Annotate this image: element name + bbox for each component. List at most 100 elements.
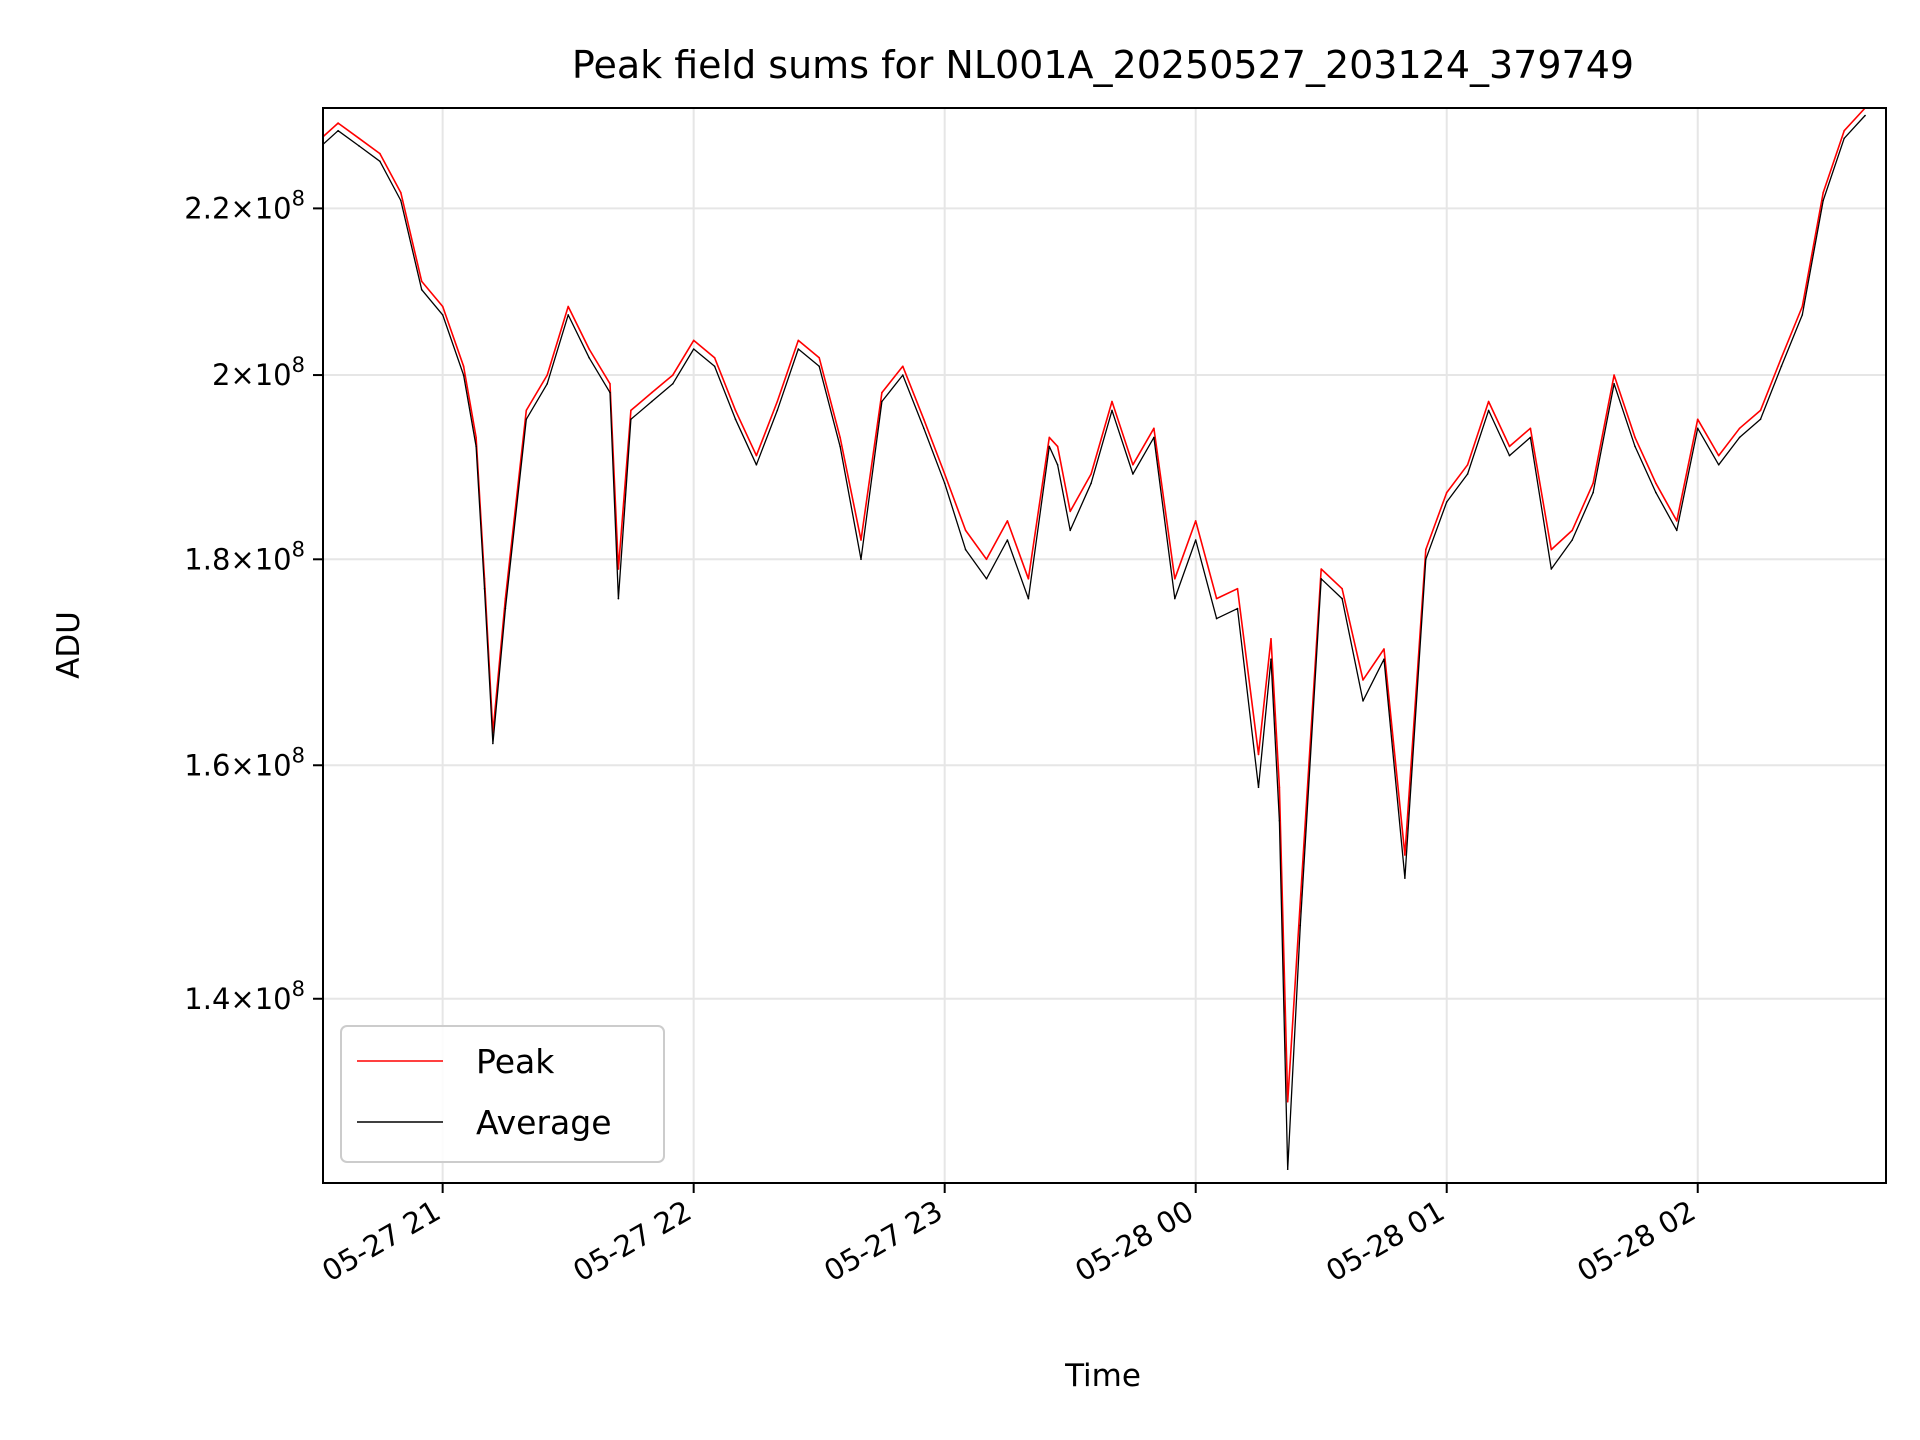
data-point-peak <box>651 391 653 394</box>
data-point-average <box>943 482 946 485</box>
data-point-peak <box>1341 587 1343 590</box>
data-point-peak <box>923 418 925 421</box>
data-point-average <box>475 445 477 448</box>
x-axis-title: Time <box>1064 1358 1141 1394</box>
data-point-peak <box>839 436 841 439</box>
data-point-peak <box>734 409 737 412</box>
data-point-average <box>1676 529 1678 532</box>
data-point-peak <box>617 568 620 570</box>
data-point-peak <box>1299 900 1302 903</box>
data-point-peak <box>400 191 402 194</box>
data-point-average <box>1006 539 1009 541</box>
data-point-average <box>420 288 423 291</box>
data-point-peak <box>630 409 632 412</box>
data-point-average <box>797 348 800 350</box>
data-point-average <box>1362 700 1364 702</box>
data-point-average <box>881 400 883 403</box>
data-point-average <box>713 365 716 368</box>
data-point-average <box>483 587 486 590</box>
data-point-average <box>1738 436 1741 439</box>
data-point-peak <box>692 339 695 342</box>
data-point-average <box>609 391 611 394</box>
data-point-average <box>462 374 465 376</box>
data-point-peak <box>985 558 988 561</box>
data-point-average <box>1048 445 1051 448</box>
data-point-peak <box>1487 400 1490 403</box>
data-point-peak <box>1425 548 1427 551</box>
data-point-average <box>1425 558 1427 561</box>
y-tick-label: 1.8×108 <box>184 537 305 576</box>
data-point-peak <box>525 409 528 412</box>
plot-frame <box>322 107 1887 1184</box>
data-point-average <box>1780 365 1783 368</box>
data-point-peak <box>860 539 862 541</box>
data-point-peak <box>1006 520 1009 522</box>
data-point-peak <box>1529 427 1532 430</box>
data-point-peak <box>1362 679 1364 681</box>
data-point-average <box>1508 454 1511 457</box>
data-point-average <box>1278 820 1281 822</box>
data-point-peak <box>546 374 548 376</box>
data-point-peak <box>1132 464 1134 466</box>
data-point-peak <box>1843 129 1845 132</box>
data-point-average <box>525 418 528 421</box>
data-point-peak <box>776 400 779 403</box>
data-point-average <box>441 314 444 316</box>
data-point-peak <box>504 597 507 600</box>
data-point-peak <box>1634 436 1636 439</box>
data-point-peak <box>1257 753 1260 756</box>
data-point-average <box>1717 464 1720 466</box>
data-point-peak <box>1320 568 1322 570</box>
data-point-average <box>651 400 653 403</box>
data-point-peak <box>1048 436 1051 439</box>
legend: Peak Average <box>340 1025 665 1163</box>
data-point-average <box>1864 114 1866 117</box>
y-axis-title: ADU <box>51 611 87 679</box>
data-point-peak <box>567 305 569 308</box>
data-point-peak <box>1027 578 1030 580</box>
data-point-average <box>1069 529 1071 532</box>
data-point-average <box>1194 539 1197 541</box>
data-point-average <box>1822 199 1824 202</box>
data-point-peak <box>1759 409 1762 412</box>
data-point-peak <box>462 365 465 368</box>
data-point-average <box>504 607 507 610</box>
data-point-average <box>964 548 967 551</box>
data-point-peak <box>1278 786 1281 789</box>
data-point-peak <box>902 365 904 368</box>
data-point-peak <box>1270 638 1272 640</box>
data-point-peak <box>475 436 477 439</box>
data-point-average <box>1613 383 1615 385</box>
data-point-average <box>1383 658 1385 660</box>
data-point-average <box>1634 445 1636 448</box>
data-point-peak <box>964 529 967 532</box>
series-peak <box>323 108 1866 1103</box>
data-point-average <box>337 129 339 132</box>
data-point-average <box>1286 1168 1289 1170</box>
data-point-peak <box>1801 305 1804 308</box>
data-point-peak <box>1153 427 1155 430</box>
data-point-average <box>1153 436 1155 439</box>
data-point-peak <box>1592 482 1594 485</box>
data-point-peak <box>1056 445 1059 448</box>
data-point-peak <box>1445 491 1448 494</box>
data-point-average <box>755 464 758 466</box>
data-point-peak <box>1571 529 1573 532</box>
data-point-peak <box>1676 520 1678 522</box>
y-tick-label: 1.4×108 <box>184 977 305 1016</box>
data-point-average <box>839 445 841 448</box>
data-point-peak <box>441 305 444 308</box>
data-point-average <box>400 199 402 202</box>
data-point-average <box>1404 877 1406 879</box>
data-point-peak <box>755 454 758 457</box>
data-point-peak <box>1466 464 1469 466</box>
data-point-average <box>1236 607 1239 610</box>
legend-label-average: Average <box>476 1103 612 1142</box>
data-point-average <box>1759 418 1762 421</box>
data-point-average <box>630 418 632 421</box>
data-point-average <box>734 418 737 421</box>
data-point-average <box>902 374 904 376</box>
data-point-peak <box>1696 418 1699 421</box>
data-point-peak <box>881 391 883 394</box>
